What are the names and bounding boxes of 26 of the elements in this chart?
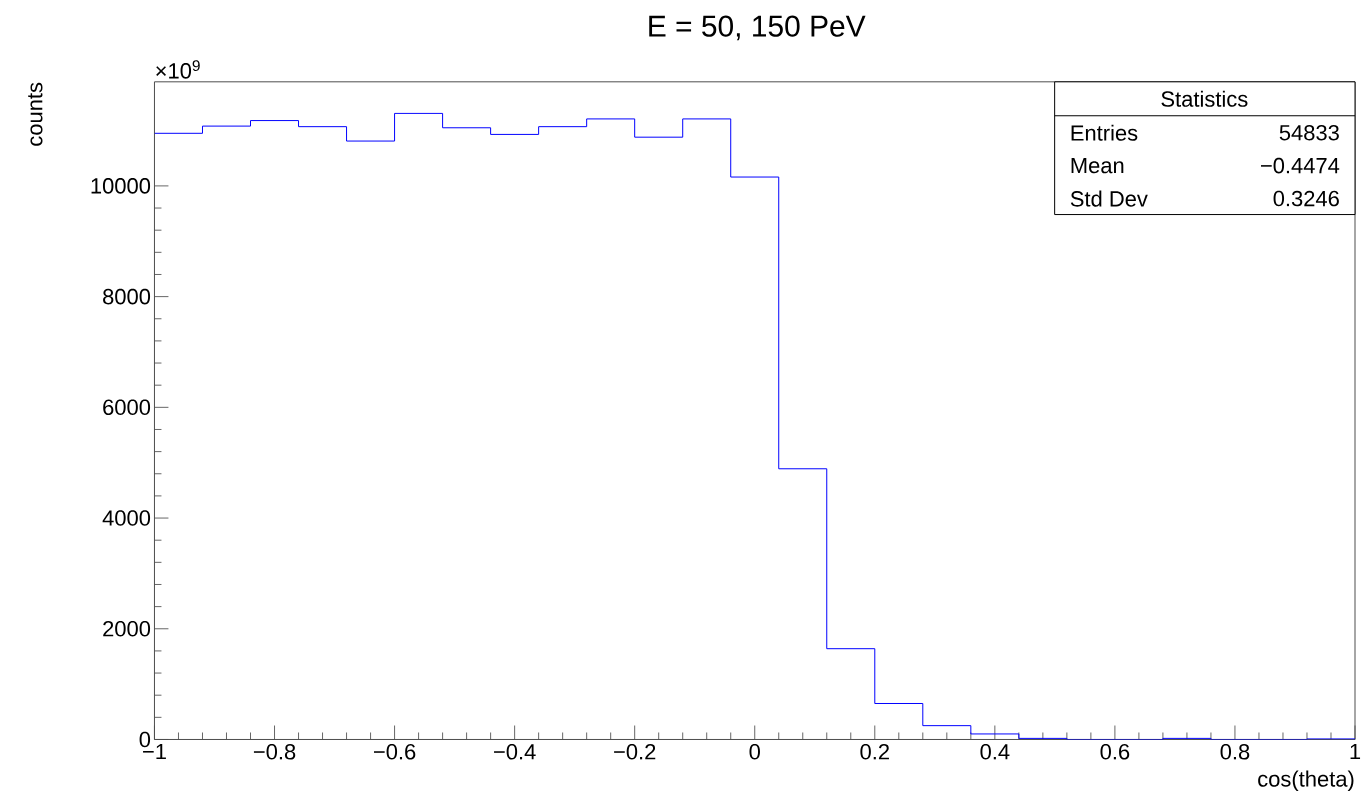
chart-title: E = 50, 150 PeV: [649, 15, 866, 41]
x-tick-label: −0.4: [494, 743, 536, 760]
y-tick-label: 6000: [103, 399, 151, 415]
x-tick-label: −0.8: [253, 743, 296, 760]
annotation: Mean: [1071, 157, 1124, 174]
annotation: 54833: [1279, 124, 1339, 141]
x-tick-label: 0: [749, 743, 760, 760]
y-tick-label: 4000: [102, 510, 151, 526]
y-tick-label: 2000: [103, 620, 151, 637]
x-tick-label: −0.2: [614, 743, 656, 760]
y-tick-label: 8000: [103, 288, 151, 305]
x-tick-label: 1: [1350, 743, 1361, 759]
x-tick-label: 0.2: [860, 743, 889, 760]
annotation: −0.4474: [1260, 157, 1340, 174]
x-tick-label: 0.6: [1100, 743, 1130, 760]
annotation: Std Dev: [1070, 190, 1148, 207]
y-tick-label: 10000: [91, 177, 151, 194]
x-axis-title: cos(theta): [1258, 770, 1354, 791]
y-axis-title: counts: [28, 82, 43, 146]
annotation: Entries: [1071, 124, 1138, 141]
x-tick-label: −0.6: [373, 743, 416, 760]
annotation: 0.3246: [1273, 190, 1339, 207]
annotation: Statistics: [1161, 90, 1248, 107]
x-tick-label: 0.4: [980, 743, 1010, 760]
text: ×10$^{9}$: [156, 59, 200, 79]
x-tick-label: 0.8: [1220, 743, 1250, 760]
